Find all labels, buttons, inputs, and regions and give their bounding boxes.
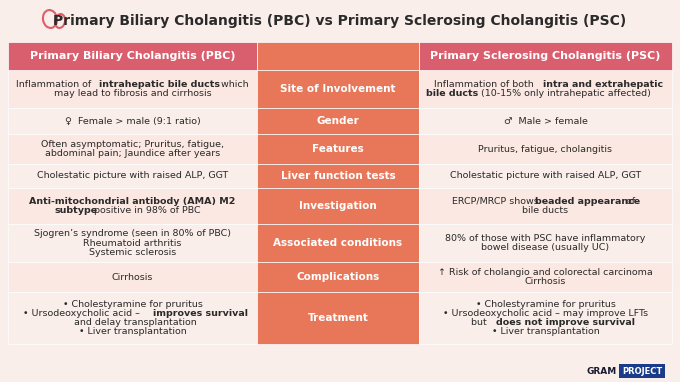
- Text: Primary Biliary Cholangitis (PBC) vs Primary Sclerosing Cholangitis (PSC): Primary Biliary Cholangitis (PBC) vs Pri…: [53, 14, 627, 28]
- Text: ♀  Female > male (9:1 ratio): ♀ Female > male (9:1 ratio): [65, 117, 201, 126]
- Bar: [419, 188, 672, 224]
- Text: Pruritus, fatigue, cholangitis: Pruritus, fatigue, cholangitis: [479, 144, 613, 154]
- Bar: [419, 164, 672, 188]
- Text: Cirrhosis: Cirrhosis: [112, 272, 153, 282]
- Text: Inflammation of both: Inflammation of both: [434, 80, 537, 89]
- Text: and delay transplantation: and delay transplantation: [68, 318, 197, 327]
- Bar: [419, 262, 672, 292]
- Bar: [8, 292, 257, 344]
- Bar: [619, 364, 665, 378]
- Bar: [419, 108, 672, 134]
- Text: does not improve survival: does not improve survival: [496, 318, 635, 327]
- Bar: [419, 134, 672, 164]
- Text: Gender: Gender: [317, 116, 359, 126]
- Bar: [8, 42, 257, 70]
- Text: • Cholestyramine for pruritus: • Cholestyramine for pruritus: [475, 300, 615, 309]
- Text: Primary Biliary Cholangitis (PBC): Primary Biliary Cholangitis (PBC): [30, 51, 235, 61]
- Text: Rheumatoid arthritis: Rheumatoid arthritis: [84, 238, 182, 248]
- Bar: [257, 42, 419, 70]
- Text: Treatment: Treatment: [307, 313, 369, 323]
- Text: beaded appearance: beaded appearance: [535, 197, 641, 206]
- Text: Primary Sclerosing Cholangitis (PSC): Primary Sclerosing Cholangitis (PSC): [430, 51, 661, 61]
- Text: Often asymptomatic; Pruritus, fatigue,: Often asymptomatic; Pruritus, fatigue,: [41, 140, 224, 149]
- Text: ↑ Risk of cholangio and colorectal carcinoma: ↑ Risk of cholangio and colorectal carci…: [438, 268, 653, 277]
- Text: PROJECT: PROJECT: [622, 367, 662, 377]
- Text: Cirrhosis: Cirrhosis: [525, 277, 566, 286]
- Text: Anti-mitochondrial antibody (AMA) M2: Anti-mitochondrial antibody (AMA) M2: [29, 197, 236, 206]
- Bar: [8, 224, 257, 262]
- Text: bowel disease (usually UC): bowel disease (usually UC): [481, 243, 609, 252]
- Bar: [257, 108, 419, 134]
- Text: ERCP/MRCP shows: ERCP/MRCP shows: [452, 197, 542, 206]
- Bar: [419, 70, 672, 108]
- Bar: [257, 262, 419, 292]
- Text: positive in 98% of PBC: positive in 98% of PBC: [91, 206, 201, 215]
- Text: Site of Involvement: Site of Involvement: [280, 84, 396, 94]
- Text: Associated conditions: Associated conditions: [273, 238, 403, 248]
- Bar: [257, 292, 419, 344]
- Text: Investigation: Investigation: [299, 201, 377, 211]
- Text: Cholestatic picture with raised ALP, GGT: Cholestatic picture with raised ALP, GGT: [37, 172, 228, 181]
- Text: • Ursodeoxycholic acid –: • Ursodeoxycholic acid –: [23, 309, 143, 318]
- Bar: [8, 164, 257, 188]
- Bar: [8, 134, 257, 164]
- Text: Cholestatic picture with raised ALP, GGT: Cholestatic picture with raised ALP, GGT: [450, 172, 641, 181]
- Text: ♂  Male > female: ♂ Male > female: [504, 117, 588, 126]
- Text: of: of: [624, 197, 636, 206]
- Text: GRAM: GRAM: [587, 367, 617, 377]
- Text: intra and extrahepatic: intra and extrahepatic: [543, 80, 663, 89]
- Text: intrahepatic bile ducts: intrahepatic bile ducts: [99, 80, 220, 89]
- Bar: [8, 108, 257, 134]
- Text: which: which: [218, 80, 249, 89]
- Text: improves survival: improves survival: [153, 309, 248, 318]
- Bar: [257, 134, 419, 164]
- Bar: [257, 188, 419, 224]
- Text: but: but: [465, 318, 490, 327]
- Text: subtype: subtype: [54, 206, 98, 215]
- Text: Complications: Complications: [296, 272, 379, 282]
- Text: Liver function tests: Liver function tests: [281, 171, 395, 181]
- Text: • Liver transplantation: • Liver transplantation: [79, 327, 186, 336]
- Bar: [419, 292, 672, 344]
- Bar: [257, 70, 419, 108]
- Bar: [419, 224, 672, 262]
- Text: 80% of those with PSC have inflammatory: 80% of those with PSC have inflammatory: [445, 234, 646, 243]
- Text: Systemic sclerosis: Systemic sclerosis: [89, 248, 176, 257]
- Text: • Liver transplantation: • Liver transplantation: [492, 327, 599, 336]
- Text: • Cholestyramine for pruritus: • Cholestyramine for pruritus: [63, 300, 203, 309]
- Text: bile ducts: bile ducts: [426, 89, 478, 98]
- Text: Features: Features: [312, 144, 364, 154]
- Bar: [419, 42, 672, 70]
- Bar: [257, 164, 419, 188]
- Text: Sjogren’s syndrome (seen in 80% of PBC): Sjogren’s syndrome (seen in 80% of PBC): [34, 229, 231, 238]
- Bar: [8, 70, 257, 108]
- Bar: [8, 262, 257, 292]
- Bar: [8, 188, 257, 224]
- Text: may lead to fibrosis and cirrhosis: may lead to fibrosis and cirrhosis: [54, 89, 211, 98]
- Text: (10-15% only intrahepatic affected): (10-15% only intrahepatic affected): [478, 89, 651, 98]
- Text: bile ducts: bile ducts: [522, 206, 568, 215]
- Text: abdominal pain; Jaundice after years: abdominal pain; Jaundice after years: [45, 149, 220, 158]
- Text: Inflammation of: Inflammation of: [16, 80, 94, 89]
- Bar: [257, 224, 419, 262]
- Text: • Ursodeoxycholic acid – may improve LFTs: • Ursodeoxycholic acid – may improve LFT…: [443, 309, 648, 318]
